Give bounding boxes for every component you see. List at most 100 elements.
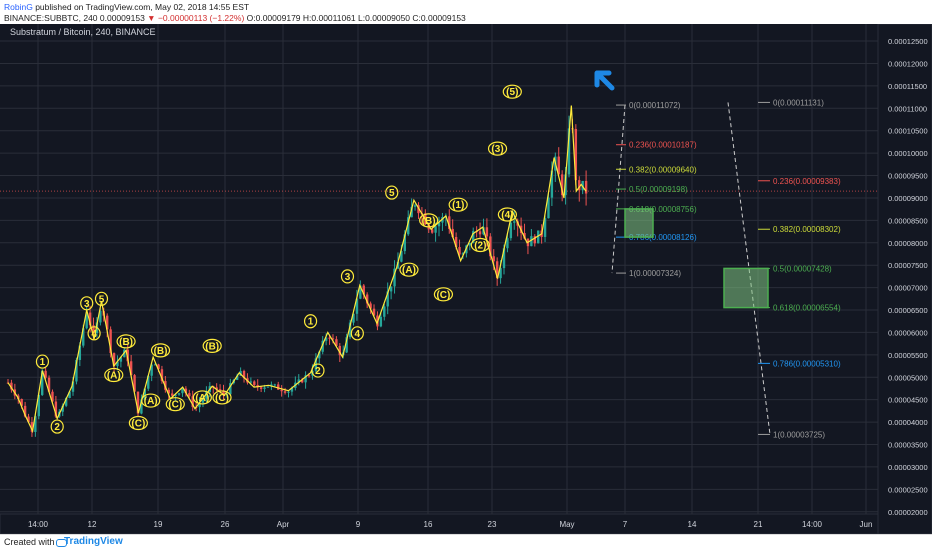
candle-body [348, 322, 352, 338]
price-tick-label: 0.00003000 [888, 463, 928, 472]
wave-label-circle [502, 84, 522, 99]
time-tick-label: Jun [860, 520, 873, 529]
candle-body [147, 375, 150, 389]
candle-body [506, 238, 509, 249]
candle-body [362, 285, 365, 295]
candle-body [61, 405, 64, 412]
wave-label-circle [303, 314, 318, 329]
wave-label: (1) [452, 200, 464, 211]
candle-body [338, 345, 342, 356]
wave-label-circle [87, 326, 101, 341]
fib-left-level-label: 1(0.00007324) [629, 269, 681, 278]
fib-left-level-label: 0.786(0.00008126) [629, 233, 697, 242]
candle-body [547, 197, 550, 219]
candle-body [126, 349, 129, 362]
wave-label: (C) [168, 400, 182, 411]
wave-label-circle [448, 197, 468, 212]
candle-body [153, 364, 157, 366]
wave-label: 3 [345, 272, 351, 283]
fib-left-level-label: 0.5(0.00009198) [629, 185, 688, 194]
wave-label-circle [385, 185, 399, 200]
candle-body [523, 233, 526, 239]
price-tick-label: 0.00008500 [888, 216, 928, 225]
candle-body [150, 364, 153, 376]
time-tick-label: May [559, 520, 574, 529]
time-axis-panel [0, 513, 879, 535]
candle-body [400, 251, 403, 262]
time-axis[interactable]: 14:00 12 19 26 Apr 9 16 23 May 7 14 21 14:00 Jun [0, 513, 879, 535]
price-tick-label: 0.00009000 [888, 194, 928, 203]
time-tick-label: 9 [356, 520, 361, 529]
price-tick-label: 0.00003500 [888, 441, 928, 450]
price-tick-label: 0.00008000 [888, 239, 928, 248]
candle-body [324, 337, 328, 341]
time-tick-label: 23 [488, 520, 497, 529]
candle-body [201, 398, 205, 403]
candle-body [468, 243, 471, 246]
candle-body [379, 316, 383, 327]
candle-body [328, 337, 331, 339]
chart-area[interactable]: 0.00012500 0.00012000 0.00011500 0.00011000… [0, 23, 932, 535]
candle-body [557, 156, 560, 175]
candle-body [181, 388, 184, 394]
time-tick-label: 7 [623, 520, 628, 529]
candle-body [300, 379, 304, 383]
wave-label: (3) [491, 144, 503, 155]
author-link[interactable]: RobinG [4, 2, 33, 12]
candle-body [23, 405, 27, 417]
candle-body [550, 170, 554, 198]
wave-label: (5) [506, 87, 518, 98]
candle-body [218, 389, 222, 391]
price-change: ▼ −0.00000113 (−1.22%) [147, 13, 245, 23]
candle-body [106, 315, 109, 330]
candle-body [499, 268, 502, 279]
candle-body [393, 268, 396, 287]
ticker-line: BINANCE:SUBBTC, 240 0.00009153 ▼ −0.0000… [4, 13, 466, 23]
candle-body [277, 384, 280, 390]
candle-body [560, 174, 564, 196]
time-tick-label: Apr [277, 520, 290, 529]
candle-body [140, 399, 143, 414]
candle-body [54, 401, 58, 417]
candle-body [92, 325, 95, 334]
candle-body [318, 351, 321, 359]
wave-label-circle [470, 237, 490, 253]
wave-label: (B) [205, 341, 219, 352]
fib-right-level-label: 0.382(0.00008302) [773, 225, 841, 234]
price-axis-panel [877, 23, 932, 535]
candle-body [160, 369, 164, 381]
price-tick-label: 0.00010000 [888, 149, 928, 158]
fib-right-level-label: 0.236(0.00009383) [773, 177, 841, 186]
candle-body [495, 261, 499, 279]
candle-body [47, 377, 51, 392]
fib-left-level-label: 0.236(0.00010187) [629, 141, 697, 150]
candle-body [198, 402, 201, 408]
candle-body [461, 253, 465, 255]
chart-svg[interactable]: 0.00012500 0.00012000 0.00011500 0.00011000… [0, 23, 932, 535]
wave-label-circle [94, 291, 109, 306]
candle-body [222, 390, 225, 395]
wave-label-circle [128, 415, 148, 431]
price-tick-label: 0.00002500 [888, 485, 928, 494]
price-tick-label: 0.00005000 [888, 373, 928, 382]
wave-label: (2) [474, 241, 486, 252]
candle-body [410, 206, 413, 218]
wave-label-circle [104, 367, 124, 383]
fib-right-level-label: 0.5(0.00007428) [773, 264, 832, 273]
candle-body [403, 234, 407, 252]
candle-body [492, 256, 495, 262]
tradingview-brand[interactable]: TradingView [64, 536, 123, 547]
price-tick-label: 0.00005500 [888, 351, 928, 360]
candle-body [259, 387, 263, 389]
price-tick-label: 0.00007500 [888, 261, 928, 270]
candle-body [304, 375, 307, 383]
wave-label-circle [212, 390, 232, 405]
candle-body [242, 370, 246, 379]
wave-label: (C) [215, 393, 229, 404]
time-tick-label: 14:00 [802, 520, 823, 529]
price-axis[interactable]: 0.00012500 0.00012000 0.00011500 0.00011000… [877, 23, 932, 535]
publish-line: RobinG published on TradingView.com, May… [4, 2, 249, 12]
chart-header: RobinG published on TradingView.com, May… [0, 0, 932, 24]
wave-label-circle [433, 287, 454, 302]
candle-body [280, 389, 283, 392]
